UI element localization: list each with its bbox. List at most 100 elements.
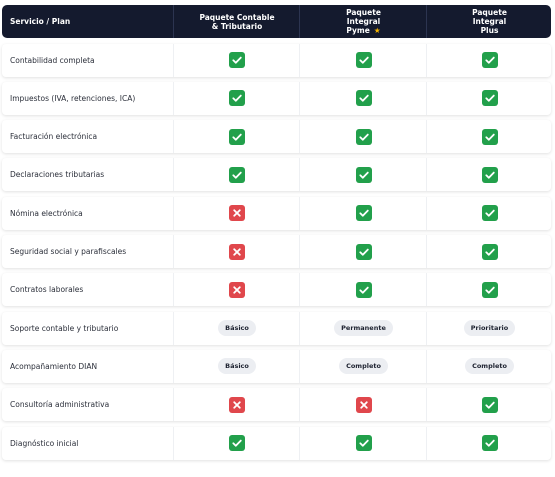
header-text: Paquete Integral Pyme ★	[346, 8, 381, 35]
table-cell	[299, 81, 427, 115]
table-row: Seguridad social y parafiscales	[2, 235, 551, 268]
check-icon	[229, 90, 245, 107]
table-row: Diagnóstico inicial	[2, 426, 551, 460]
table-cell	[426, 81, 552, 115]
table-cell	[299, 388, 427, 422]
table-cell	[426, 43, 552, 77]
table-cell	[173, 81, 300, 115]
level-pill: Completo	[339, 358, 388, 375]
check-icon	[481, 435, 498, 451]
table-cell	[173, 158, 300, 192]
table-cell: Facturación electrónica	[2, 120, 173, 153]
header-cell: Paquete Integral Pyme ★	[299, 5, 427, 38]
level-pill: Prioritario	[463, 320, 516, 337]
check-icon	[355, 52, 372, 68]
check-icon	[481, 396, 498, 413]
level-pill: Básico	[218, 358, 256, 375]
table-cell	[426, 196, 552, 230]
check-icon	[229, 435, 245, 451]
header-text: Paquete Contable & Tributario	[199, 12, 275, 31]
table-cell	[173, 120, 300, 154]
table-cell: Acompañamiento DIAN	[2, 350, 173, 383]
check-icon	[355, 243, 372, 260]
cross-icon	[355, 396, 372, 413]
table-cell	[173, 43, 300, 77]
row-label: Contabilidad completa	[10, 55, 95, 65]
level-pill: Permanente	[334, 320, 393, 337]
table-cell	[173, 235, 300, 268]
table-cell	[299, 426, 427, 460]
cross-icon	[229, 205, 245, 222]
table-cell: Diagnóstico inicial	[2, 427, 173, 460]
table-cell	[426, 388, 552, 422]
check-icon	[355, 205, 372, 222]
table-cell: Nómina electrónica	[2, 197, 173, 230]
table-cell: Básico	[173, 349, 300, 383]
level-pill: Completo	[465, 358, 514, 375]
table-cell	[173, 388, 300, 422]
check-icon	[481, 281, 498, 298]
check-icon	[229, 128, 245, 145]
row-label: Acompañamiento DIAN	[10, 361, 98, 371]
check-icon	[481, 205, 498, 222]
check-icon	[355, 281, 372, 298]
cross-icon	[229, 243, 245, 260]
table-cell	[426, 158, 552, 192]
table-cell	[299, 43, 427, 77]
table-cell	[173, 273, 300, 307]
table-cell: Contratos laborales	[2, 273, 173, 306]
table-row: Contratos laborales	[2, 273, 552, 307]
check-icon	[481, 52, 498, 68]
row-label: Contratos laborales	[10, 285, 84, 295]
table-row: Facturación electrónica	[2, 120, 552, 154]
table-cell: Seguridad social y parafiscales	[2, 235, 173, 268]
check-icon	[355, 90, 372, 107]
table-cell	[299, 120, 427, 154]
check-icon	[229, 52, 245, 68]
header-cell: Paquete Integral Plus	[426, 5, 552, 38]
table-cell	[299, 158, 427, 192]
table-cell: Declaraciones tributarias	[2, 158, 173, 191]
row-label: Diagnóstico inicial	[10, 438, 79, 448]
table-row: Contabilidad completa	[2, 43, 552, 77]
cross-icon	[229, 396, 245, 413]
table-row: Acompañamiento DIAN Básico Completo Complet…	[2, 349, 551, 383]
level-pill: Básico	[218, 320, 256, 337]
row-label: Nómina electrónica	[10, 208, 83, 218]
table-cell: Prioritario	[426, 311, 552, 345]
table-cell: Completo	[299, 349, 427, 383]
header-cell: Paquete Contable & Tributario	[173, 5, 300, 38]
row-label: Facturación electrónica	[10, 132, 98, 142]
table-cell	[299, 235, 427, 268]
header-text: Servicio / Plan	[10, 17, 71, 26]
table-cell	[173, 426, 300, 460]
star-icon: ★	[373, 26, 381, 35]
table-cell: Impuestos (IVA, retenciones, ICA)	[2, 82, 173, 115]
table-cell	[173, 196, 300, 230]
table-row: Declaraciones tributarias	[2, 158, 552, 192]
check-icon	[481, 128, 498, 145]
row-label: Soporte contable y tributario	[10, 323, 119, 333]
row-label: Declaraciones tributarias	[10, 170, 105, 180]
table-row: Nómina electrónica	[2, 196, 552, 230]
table-cell	[299, 196, 427, 230]
table-cell	[299, 273, 427, 307]
table-header: Servicio / Plan Paquete Contable & Tribut…	[2, 5, 551, 38]
table-cell: Contabilidad completa	[2, 44, 173, 77]
check-icon	[355, 435, 372, 451]
table-row: Impuestos (IVA, retenciones, ICA)	[2, 81, 552, 115]
table-cell: Soporte contable y tributario	[2, 312, 173, 345]
table-cell: Básico	[173, 311, 300, 345]
table-cell: Permanente	[299, 311, 427, 345]
check-icon	[229, 166, 245, 183]
header-cell: Servicio / Plan	[2, 5, 173, 38]
table-cell	[426, 120, 552, 154]
row-label: Seguridad social y parafiscales	[10, 247, 127, 256]
check-icon	[481, 90, 498, 107]
check-icon	[481, 166, 498, 183]
check-icon	[355, 166, 372, 183]
table-cell	[426, 273, 552, 307]
table-row: Consultoría administrativa	[2, 388, 552, 422]
